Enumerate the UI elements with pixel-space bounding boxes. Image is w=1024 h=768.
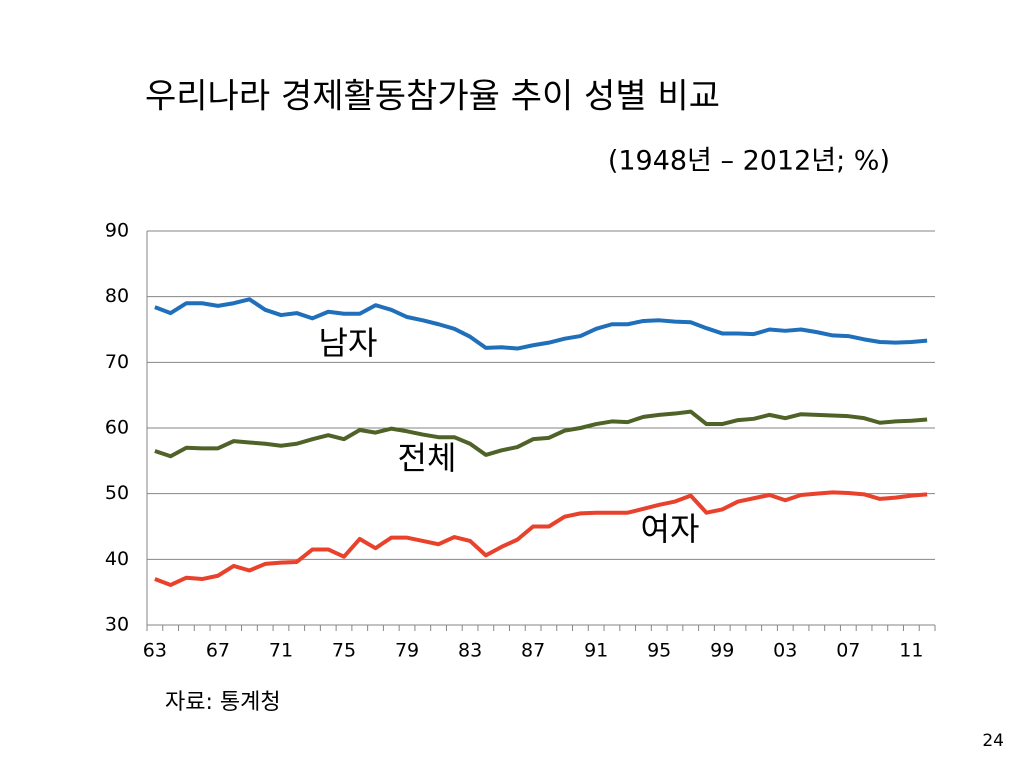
y-tick-label: 40: [105, 548, 129, 570]
y-tick-label: 30: [105, 614, 129, 636]
chart-title: 우리나라 경제활동참가율 추이 성별 비교: [145, 77, 720, 117]
x-tick-label: 11: [899, 640, 923, 662]
series-line: [154, 490, 928, 587]
x-tick-label: 07: [836, 640, 860, 662]
y-tick-label: 80: [105, 285, 129, 307]
series-label: 여자: [641, 510, 700, 548]
x-tick-label: 95: [647, 640, 671, 662]
series-line: [154, 409, 928, 459]
series-line: [154, 297, 928, 351]
series-label: 전체: [398, 439, 457, 477]
x-tick-label: 71: [269, 640, 293, 662]
series-label: 남자: [319, 324, 378, 362]
x-tick-label: 63: [143, 640, 167, 662]
page-number: 24: [982, 731, 1004, 751]
chart-subtitle: (1948년 – 2012년; %): [608, 146, 890, 177]
y-tick-label: 60: [105, 417, 129, 439]
y-tick-label: 70: [105, 351, 129, 373]
x-tick-label: 91: [584, 640, 608, 662]
source-note: 자료: 통계청: [165, 690, 281, 715]
y-tick-label: 50: [105, 482, 129, 504]
x-tick-label: 03: [773, 640, 797, 662]
x-tick-label: 87: [521, 640, 545, 662]
x-tick-label: 79: [395, 640, 419, 662]
x-tick-label: 99: [710, 640, 734, 662]
x-tick-label: 83: [458, 640, 482, 662]
y-tick-label: 90: [105, 220, 129, 242]
x-tick-label: 67: [206, 640, 230, 662]
x-tick-label: 75: [332, 640, 356, 662]
